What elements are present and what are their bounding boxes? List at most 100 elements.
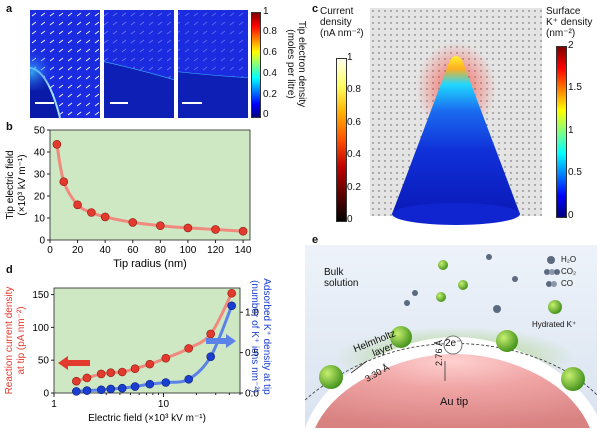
data-point-b [100,212,110,222]
x-tick-label-b: 40 [100,245,112,256]
tick-label: 0.2 [347,182,361,193]
bulk-solution-label: Bulk solution [324,267,358,289]
tick-label: 0.6 [263,47,277,58]
y-right-tick-label-d: 0.0 [245,389,259,400]
electron-label: 2e⁻ [445,338,462,349]
data-point-b [238,226,248,236]
y-left-tick-label-d: 100 [32,323,49,334]
y-right-label-line2: (number of K⁺ ions nm⁻²) [249,280,260,393]
tick-label: 1 [568,125,574,136]
data-point-b [73,200,82,210]
y-tick-label-b: 0 [39,236,45,247]
colorbar-title-line-1: Tip electron density [296,20,307,108]
data-point-k-density [145,379,155,389]
tick-label: 0.5 [568,167,582,178]
data-point-current [184,344,194,353]
x-tick-label-b: 140 [235,245,252,256]
data-point-k-density [184,374,194,384]
x-tick-label-b: 60 [127,245,139,256]
x-tick-label-d: 1 [51,399,57,410]
x-tick-label-b: 0 [47,245,53,256]
right-axis-arrow [206,334,236,348]
data-point-b [87,208,96,217]
legend-hydrated-k: Hydrated K⁺ [532,320,577,329]
y-left-tick-label-d: 50 [38,356,50,367]
x-tick-label-b: 100 [180,245,197,256]
fit-line-b [55,144,244,233]
panel-a-colorbar-title: Tip electron density (moles per litre) [285,2,307,126]
y-axis-label-b: Tip electric field (×10³ kV m⁻¹) [5,150,28,219]
right-bar-title-2: K⁺ density [546,17,593,28]
tick-label: 2 [568,40,574,51]
data-point-current [96,369,106,379]
data-point-current [145,359,155,369]
y-right-tick-label-d: 1.0 [245,308,259,319]
data-point-k-density [106,384,116,394]
panel-a-colorbar-ticks: 1 0.8 0.6 0.4 0.2 0 [263,6,285,122]
panel-c-right-title: Surface K⁺ density (nm⁻²) [546,6,592,39]
distance-276: 2.76 Å [434,339,445,367]
y-tick-label-b: 40 [34,148,46,159]
panel-label-b: b [6,121,13,133]
data-point-current [227,288,237,298]
legend-h2o: H₂O [561,255,577,264]
hydrated-k-cluster-3 [496,330,518,352]
y-tick-label-b: 50 [34,126,46,137]
tick-label: 1 [347,52,353,63]
panel-c-cone [370,8,542,225]
data-point-current [106,368,116,377]
data-point-b [156,221,165,230]
data-point-current [82,373,92,383]
data-point-k-density [117,383,127,393]
tick-label: 0.6 [347,117,361,128]
tick-label: 0.2 [263,89,277,100]
tick-label: 1.5 [568,82,582,93]
x-tick-label-b: 20 [72,245,84,256]
y-left-tick-label-d: 0 [43,389,49,400]
bulk-line-2: solution [324,278,359,289]
bulk-line-1: Bulk [324,267,344,278]
colorbar-title-line-2: (moles per litre) [285,29,296,99]
y-right-tick-label-d: 0.5 [245,348,259,359]
x-tick-label-d: 10 [158,399,170,410]
plot-area-b [50,130,250,240]
data-point-current [206,329,216,339]
data-point-current [72,376,81,386]
y-tick-label-b: 10 [34,214,46,225]
left-bar-title-2: density [320,17,352,28]
right-bar-title-1: Surface [546,6,581,17]
data-point-k-density [72,387,81,396]
data-point-current [161,353,171,363]
x-tick-label-b: 120 [207,245,224,256]
x-axis-label-d: Electric field (×10³ kV m⁻¹) [88,413,206,424]
panel-b-chart: 0 10 20 30 40 50 0 20 40 60 80 100 120 140 Tip radius … [5,126,252,270]
x-tick-label-b: 80 [155,245,167,256]
data-point-k-density [206,352,216,361]
panel-label-d: d [6,264,13,276]
hydrated-k-cluster-4 [561,367,585,391]
legend-co: CO [561,279,573,288]
y-right-axis-label-d: Adsorbed K⁺ density at tip(number of K⁺ … [249,278,272,395]
data-point-b [59,177,69,187]
panel-c-right-colorbar [556,46,567,218]
panel-e-illustration [305,245,597,428]
data-point-b [128,218,138,227]
right-bar-title-3: (nm⁻²) [546,28,576,39]
y-left-tick-label-d: 150 [32,290,49,301]
data-point-k-density [96,385,106,395]
data-point-k-density [161,378,171,387]
panel-c-left-colorbar [336,58,347,222]
y-left-label-line2: at tip (pA nm⁻²) [16,306,27,374]
panel-label-e: e [312,234,319,246]
tick-label: 0.4 [347,149,361,160]
x-axis-label-b: Tip radius (nm) [113,258,187,270]
data-point-current [117,367,127,377]
data-point-k-density [130,382,140,391]
y-axis-label-b-line2: (×10³ kV m⁻¹) [17,154,28,215]
panel-a-maps [30,10,249,119]
data-point-k-density [82,386,92,395]
y-right-label-line1: Adsorbed K⁺ density at tip [261,278,272,395]
panel-label-a: a [6,3,13,15]
plot-frame-b [49,129,251,241]
left-axis-arrow [58,356,90,370]
